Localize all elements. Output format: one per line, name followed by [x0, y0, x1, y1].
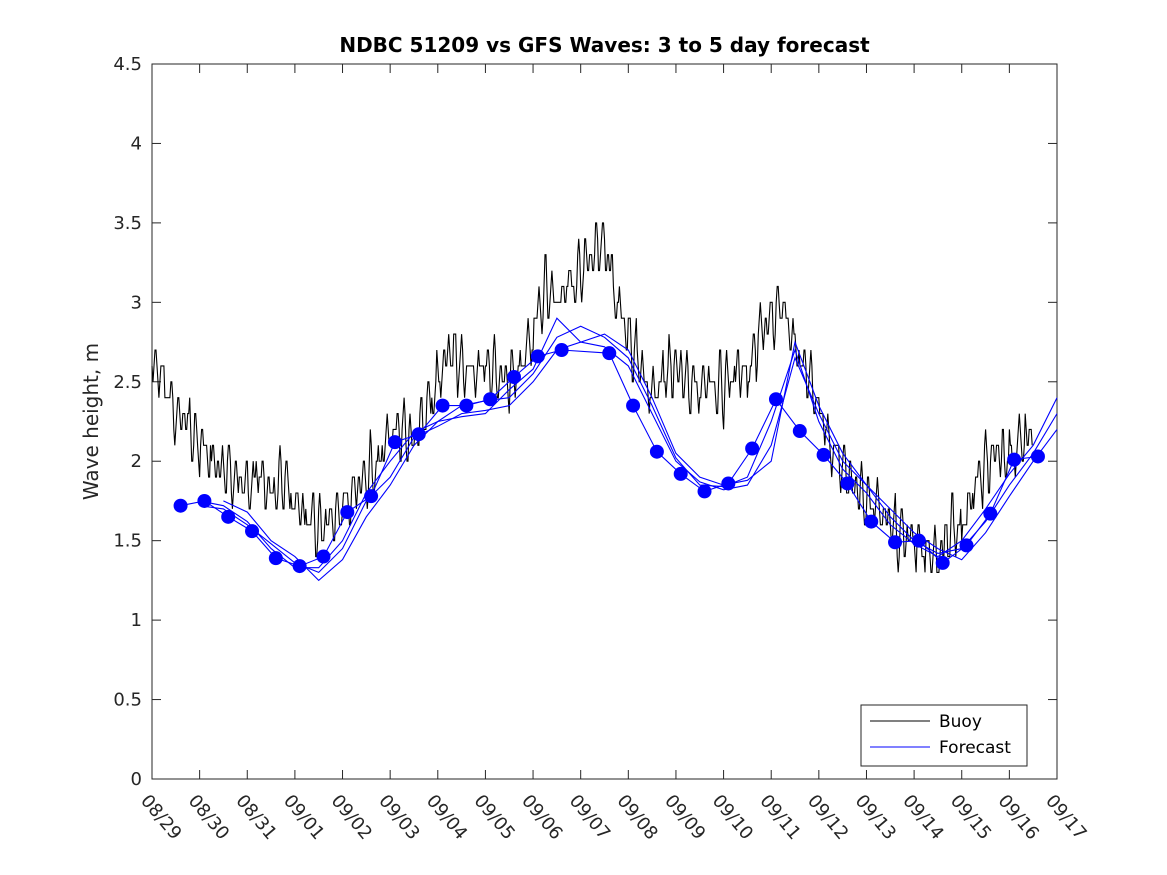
forecast-point [387, 435, 402, 450]
forecast-point [292, 559, 307, 574]
forecast-point [221, 509, 236, 524]
x-tick-label: 09/03 [374, 791, 423, 844]
x-tick-label: 09/02 [327, 791, 376, 844]
y-tick-label: 0.5 [113, 690, 142, 711]
legend-box [860, 704, 1028, 767]
forecast-point [983, 506, 998, 521]
x-tick-label: 09/12 [803, 791, 852, 844]
y-tick-label: 2 [131, 451, 142, 472]
forecast-point [626, 398, 641, 413]
y-tick-label: 3 [131, 292, 142, 313]
x-tick-label: 09/07 [565, 791, 614, 844]
forecast-point [697, 484, 712, 499]
x-tick-label: 09/04 [422, 791, 471, 844]
forecast-point [745, 441, 760, 456]
plot-area [151, 63, 1058, 780]
legend-label-buoy: Buoy [939, 712, 982, 732]
y-tick-label: 4.5 [113, 54, 142, 75]
forecast-point [792, 424, 807, 439]
forecast-point [864, 514, 879, 529]
y-tick-label: 1 [131, 610, 142, 631]
y-tick-label: 2.5 [113, 372, 142, 393]
forecast-point [340, 505, 355, 520]
x-tick-label: 09/08 [612, 791, 661, 844]
chart-title: NDBC 51209 vs GFS Waves: 3 to 5 day fore… [339, 33, 870, 57]
y-tick-label: 1.5 [113, 531, 142, 552]
forecast-point [411, 427, 426, 442]
y-tick-label: 3.5 [113, 213, 142, 234]
forecast-point [602, 346, 617, 361]
y-tick-label: 0 [131, 769, 142, 790]
forecast-point [435, 398, 450, 413]
x-tick-label: 09/14 [898, 791, 947, 844]
forecast-point [768, 392, 783, 407]
forecast-point [245, 524, 260, 539]
x-tick-label: 09/09 [660, 791, 709, 844]
forecast-point [649, 444, 664, 459]
x-tick-label: 09/15 [946, 791, 995, 844]
forecast-point [483, 392, 498, 407]
legend-label-forecast: Forecast [939, 738, 1011, 758]
forecast-point [459, 398, 474, 413]
forecast-point [554, 343, 569, 357]
forecast-point [197, 493, 212, 508]
forecast-point [530, 349, 545, 364]
x-tick-label: 09/05 [470, 791, 519, 844]
forecast-point [673, 466, 688, 481]
legend: Buoy Forecast [860, 704, 1028, 767]
forecast-point [1007, 452, 1022, 467]
x-tick-label: 09/17 [1041, 791, 1090, 844]
forecast-point [364, 489, 379, 504]
y-axis-ticks: 0 0.5 1 1.5 2 2.5 3 3.5 4 4.5 [113, 54, 1057, 790]
forecast-point [840, 476, 855, 491]
x-tick-label: 09/11 [755, 791, 804, 844]
series-layer [151, 222, 1058, 582]
forecast-point [721, 476, 736, 491]
forecast-point [816, 447, 831, 462]
x-tick-label: 08/31 [231, 791, 280, 844]
y-tick-label: 4 [131, 133, 142, 154]
forecast-point [268, 551, 283, 566]
y-axis-label: Wave height, m [79, 343, 103, 500]
series-buoy-line [151, 222, 1033, 573]
x-tick-label: 08/29 [136, 791, 185, 844]
x-tick-label: 09/16 [994, 791, 1043, 844]
forecast-point [1030, 449, 1045, 464]
x-tick-label: 09/01 [279, 791, 328, 844]
forecast-point [959, 538, 974, 553]
x-tick-label: 08/30 [184, 791, 233, 844]
x-tick-label: 09/10 [708, 791, 757, 844]
forecast-point [316, 549, 331, 564]
x-tick-label: 09/06 [517, 791, 566, 844]
forecast-point [507, 370, 521, 385]
forecast-point [935, 555, 950, 570]
x-tick-label: 09/13 [851, 791, 900, 844]
forecast-point [888, 535, 903, 550]
forecast-point [911, 533, 926, 548]
forecast-point [173, 498, 188, 513]
